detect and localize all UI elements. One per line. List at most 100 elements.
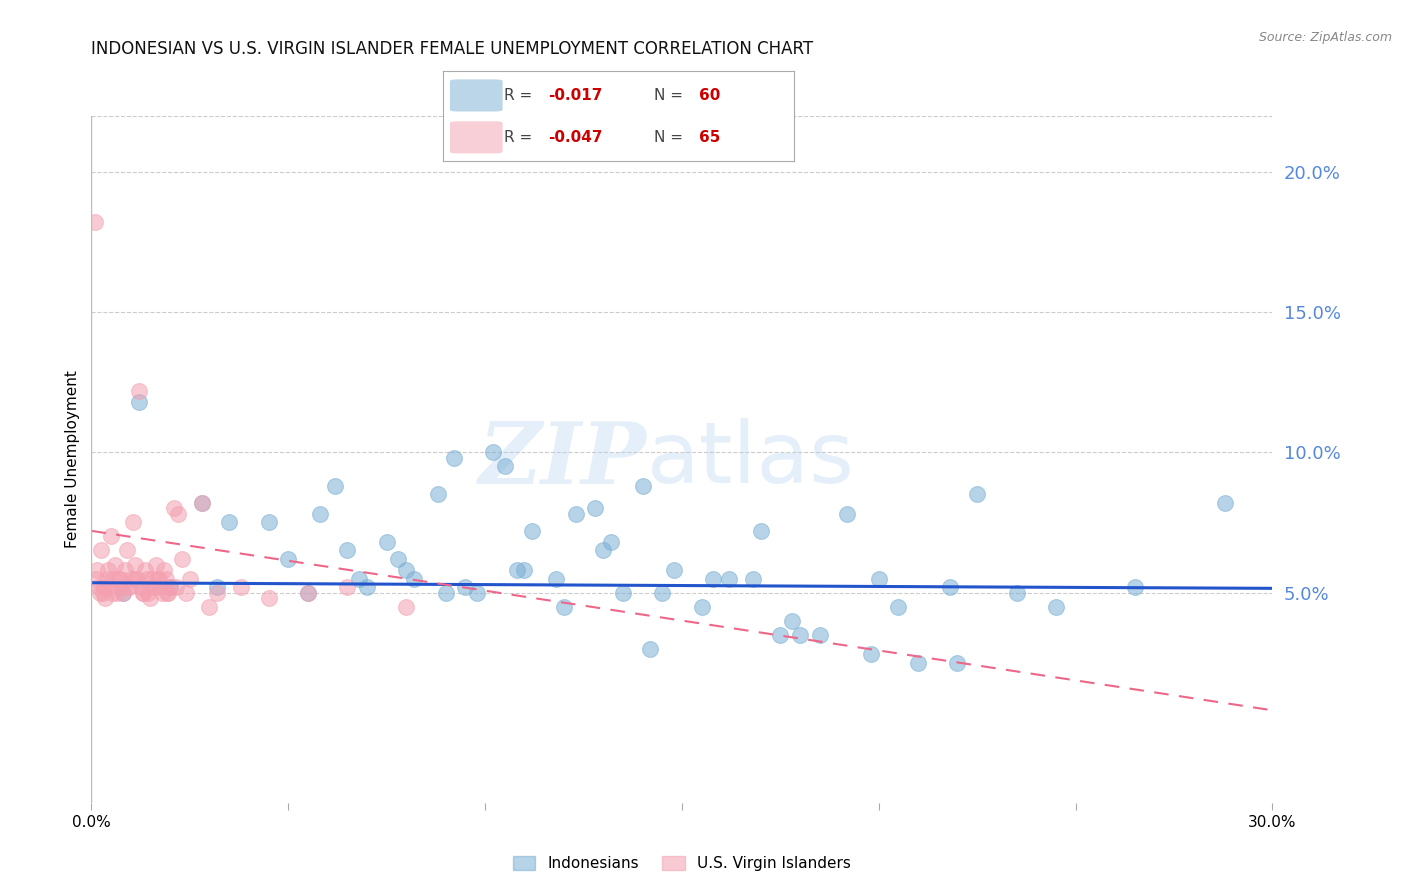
- FancyBboxPatch shape: [450, 121, 503, 153]
- Point: [640, 641, 662, 656]
- Point: [297, 585, 319, 599]
- Text: R =: R =: [505, 130, 537, 145]
- Point: [229, 580, 252, 594]
- Point: [91, 585, 114, 599]
- Point: [111, 585, 134, 599]
- Text: -0.017: -0.017: [548, 88, 603, 103]
- Point: [139, 591, 162, 606]
- Point: [505, 563, 527, 577]
- Point: [207, 585, 229, 599]
- Point: [308, 507, 330, 521]
- Text: INDONESIAN VS U.S. VIRGIN ISLANDER FEMALE UNEMPLOYMENT CORRELATION CHART: INDONESIAN VS U.S. VIRGIN ISLANDER FEMAL…: [91, 40, 814, 58]
- Point: [96, 572, 118, 586]
- Point: [946, 656, 969, 670]
- Point: [198, 599, 221, 614]
- Point: [104, 558, 127, 572]
- Legend: Indonesians, U.S. Virgin Islanders: Indonesians, U.S. Virgin Islanders: [506, 850, 858, 878]
- Point: [84, 215, 107, 229]
- Point: [583, 501, 606, 516]
- Point: [387, 552, 409, 566]
- Text: 60: 60: [699, 88, 721, 103]
- Point: [662, 563, 685, 577]
- Text: atlas: atlas: [647, 417, 855, 501]
- Point: [118, 580, 141, 594]
- Point: [150, 585, 173, 599]
- Text: -0.047: -0.047: [548, 130, 603, 145]
- Point: [108, 572, 131, 586]
- Point: [148, 572, 170, 586]
- Point: [718, 572, 741, 586]
- Point: [789, 627, 811, 641]
- Point: [165, 580, 187, 594]
- Point: [149, 580, 172, 594]
- Point: [494, 459, 516, 474]
- Point: [257, 516, 280, 530]
- Point: [84, 572, 107, 586]
- Point: [97, 563, 120, 577]
- Point: [887, 599, 910, 614]
- Point: [522, 524, 544, 538]
- Point: [167, 507, 190, 521]
- Point: [356, 580, 378, 594]
- Point: [114, 563, 136, 577]
- Point: [868, 572, 890, 586]
- Point: [218, 516, 240, 530]
- Point: [482, 445, 505, 459]
- Point: [134, 563, 156, 577]
- Point: [143, 580, 166, 594]
- Point: [101, 585, 124, 599]
- Point: [837, 507, 859, 521]
- Point: [612, 585, 634, 599]
- Point: [938, 580, 960, 594]
- Point: [336, 580, 359, 594]
- Point: [434, 585, 457, 599]
- Point: [141, 580, 163, 594]
- Point: [138, 585, 160, 599]
- Point: [769, 627, 792, 641]
- Point: [124, 558, 146, 572]
- Point: [121, 516, 143, 530]
- Point: [148, 572, 170, 586]
- Point: [120, 572, 142, 586]
- Point: [1005, 585, 1028, 599]
- Point: [404, 572, 426, 586]
- Point: [808, 627, 831, 641]
- Point: [325, 479, 347, 493]
- Point: [207, 580, 229, 594]
- Point: [553, 599, 575, 614]
- Point: [859, 647, 882, 661]
- Point: [94, 591, 117, 606]
- Point: [111, 585, 134, 599]
- Point: [155, 572, 177, 586]
- Point: [129, 580, 152, 594]
- Point: [157, 585, 180, 599]
- Point: [592, 543, 614, 558]
- Point: [117, 580, 139, 594]
- Point: [544, 572, 567, 586]
- Point: [190, 496, 212, 510]
- Point: [749, 524, 772, 538]
- Point: [347, 572, 370, 586]
- Point: [98, 580, 121, 594]
- Point: [128, 395, 150, 409]
- Point: [741, 572, 763, 586]
- Point: [159, 580, 181, 594]
- Point: [135, 572, 157, 586]
- Point: [100, 529, 122, 543]
- Point: [145, 558, 167, 572]
- Point: [513, 563, 536, 577]
- Point: [89, 585, 111, 599]
- Point: [174, 585, 197, 599]
- Point: [93, 580, 115, 594]
- Point: [702, 572, 724, 586]
- Point: [780, 614, 803, 628]
- Point: [101, 572, 124, 586]
- Point: [1045, 599, 1067, 614]
- Point: [170, 552, 193, 566]
- Point: [1213, 496, 1236, 510]
- Point: [132, 585, 155, 599]
- Text: 65: 65: [699, 130, 721, 145]
- Point: [465, 585, 488, 599]
- Point: [156, 585, 179, 599]
- Y-axis label: Female Unemployment: Female Unemployment: [65, 370, 80, 549]
